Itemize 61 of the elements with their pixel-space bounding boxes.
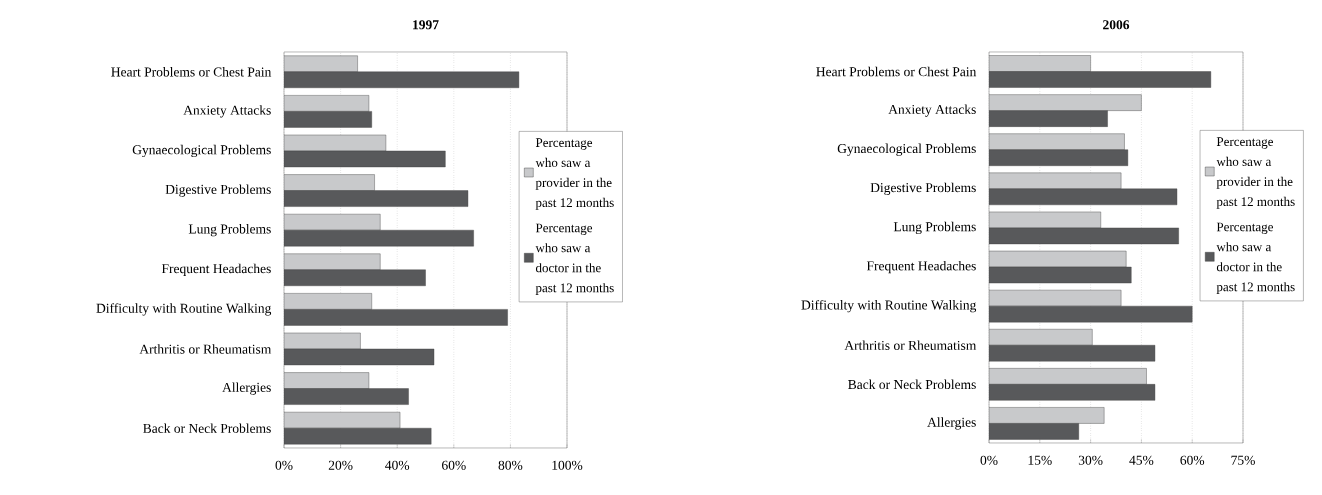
bar — [284, 269, 426, 286]
legend-label: Percentage who saw a doctor in the past 12 months — [535, 223, 614, 295]
legend-label: Percentage who saw a doctor in the past 12 months — [1216, 222, 1295, 294]
chart-title: 1997 — [413, 20, 439, 30]
bar — [284, 229, 474, 247]
y-tick-label: Frequent Headaches — [866, 260, 976, 274]
x-tick-label: 0% — [980, 455, 998, 465]
x-tick-label: 80% — [498, 460, 523, 470]
bar — [989, 110, 1108, 127]
bar — [284, 427, 432, 445]
y-tick-label: Lung Problems — [188, 224, 271, 237]
y-tick-label: Gynaecological Problems — [132, 144, 271, 158]
bar — [284, 190, 469, 207]
x-tick-label: 60% — [442, 460, 466, 470]
chart-title: 2006 — [1103, 20, 1130, 30]
bar — [989, 188, 1178, 206]
bar — [284, 411, 401, 429]
bar — [989, 71, 1212, 88]
x-tick-label: 40% — [385, 460, 410, 470]
y-tick-label: Gynaecological Problems — [837, 143, 976, 156]
bar — [284, 372, 370, 389]
bar — [284, 213, 381, 231]
y-tick-label: Anxiety Attacks — [183, 105, 271, 118]
bar — [284, 111, 372, 128]
y-tick-label: Frequent Headaches — [161, 263, 271, 276]
y-tick-label: Arthritis or Rheumatism — [844, 340, 977, 350]
legend-label: Percentage who saw a provider in the past 12 months — [535, 138, 614, 210]
y-tick-label: Allergies — [222, 382, 271, 395]
bar — [284, 71, 520, 88]
x-tick-label: 20% — [328, 460, 353, 470]
y-tick-label: Arthritis or Rheumatism — [139, 344, 272, 354]
x-tick-label: 15% — [1028, 455, 1052, 465]
x-tick-label: 100% — [552, 460, 583, 470]
y-tick-label: Digestive Problems — [165, 184, 271, 197]
x-tick-label: 0% — [275, 460, 293, 470]
y-tick-label: Digestive Problems — [870, 182, 976, 195]
legend-label: Percentage who saw a provider in the past 12 months — [1216, 137, 1295, 209]
bar — [284, 55, 358, 72]
x-tick-label: 45% — [1129, 455, 1154, 465]
bar — [284, 388, 409, 405]
bar — [284, 174, 375, 191]
x-tick-label: 60% — [1180, 455, 1205, 465]
bar — [284, 95, 370, 112]
bar — [989, 149, 1129, 166]
y-tick-label: Back or Neck Problems — [143, 423, 271, 433]
bar — [989, 384, 1156, 401]
bar — [989, 345, 1156, 362]
x-tick-label: 30% — [1078, 455, 1103, 465]
y-tick-label: Back or Neck Problems — [848, 379, 976, 390]
bar — [284, 309, 508, 326]
y-tick-label: Difficulty with Routine Walking — [801, 299, 977, 313]
bar — [989, 423, 1079, 440]
x-tick-label: 75% — [1231, 455, 1255, 465]
y-tick-label: Anxiety Attacks — [888, 104, 976, 117]
y-tick-label: Heart Problems or Chest Pain — [816, 66, 977, 77]
bar — [284, 253, 381, 270]
y-tick-label: Lung Problems — [893, 221, 976, 235]
y-tick-label: Heart Problems or Chest Pain — [111, 67, 272, 77]
y-tick-label: Difficulty with Routine Walking — [96, 303, 272, 316]
y-tick-label: Allergies — [927, 417, 976, 430]
bar — [284, 293, 372, 310]
